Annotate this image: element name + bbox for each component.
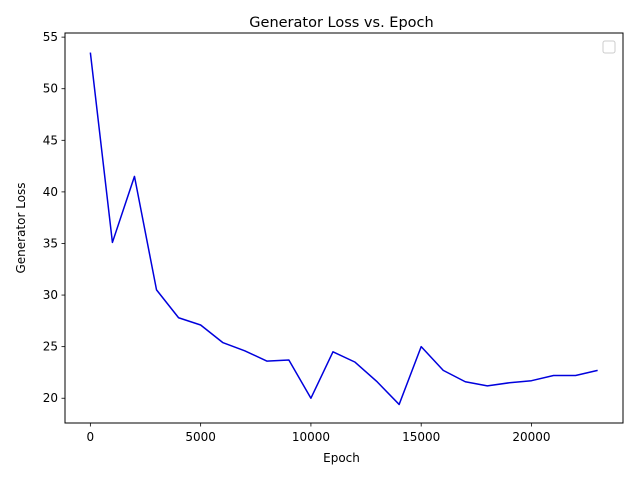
x-axis: 0 5000 10000 15000 20000 — [87, 423, 551, 444]
y-tick-label: 45 — [43, 133, 58, 147]
y-tick-label: 50 — [43, 82, 58, 96]
series-line — [89, 52, 598, 406]
y-axis-label: Generator Loss — [14, 182, 28, 273]
y-axis: 20 25 30 35 40 45 50 55 — [43, 30, 65, 405]
plot-frame — [64, 32, 624, 424]
y-tick-label: 20 — [43, 391, 58, 405]
x-tick-label: 0 — [87, 430, 95, 444]
x-axis-label: Epoch — [323, 451, 360, 465]
legend-box — [602, 40, 616, 54]
y-tick-label: 30 — [43, 288, 58, 302]
y-tick-label: 35 — [43, 236, 58, 250]
x-tick-label: 15000 — [402, 430, 440, 444]
x-tick-label: 10000 — [292, 430, 330, 444]
plot-area — [89, 52, 598, 406]
chart-title: Generator Loss vs. Epoch — [249, 15, 433, 31]
y-tick-label: 55 — [43, 30, 58, 44]
y-tick-label: 25 — [43, 340, 58, 354]
y-tick-label: 40 — [43, 185, 58, 199]
x-tick-label: 5000 — [185, 430, 216, 444]
x-tick-label: 20000 — [512, 430, 550, 444]
